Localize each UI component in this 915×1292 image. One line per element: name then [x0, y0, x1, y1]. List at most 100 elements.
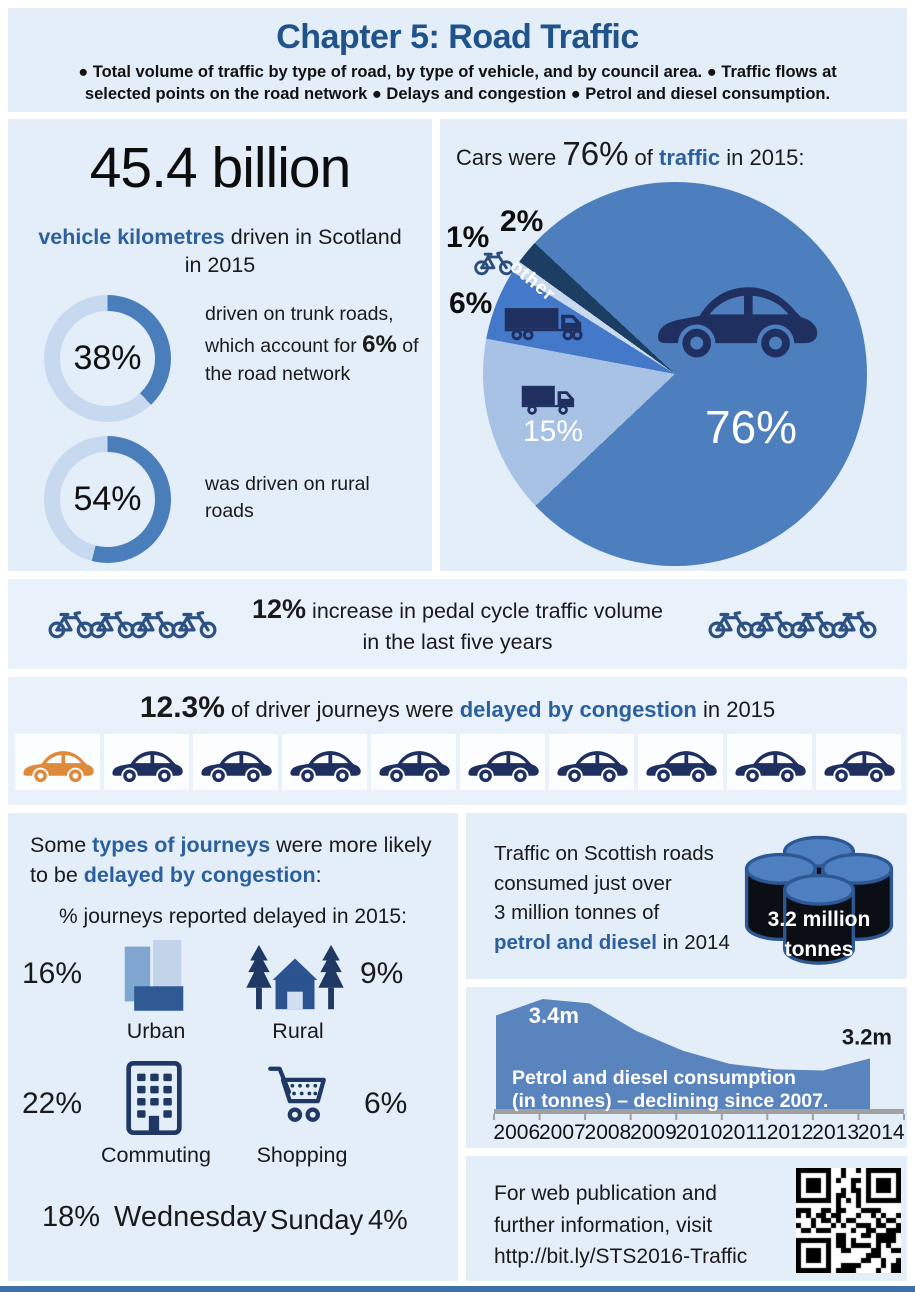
journeys-intro-bold2: delayed by congestion [83, 862, 316, 887]
car-icon [459, 734, 545, 790]
urban-pct: 16% [22, 957, 83, 990]
pie-title-mid: of [628, 145, 659, 170]
rural-house-trees-icon [246, 941, 344, 1017]
journeys-intro-mid: were more likely to be [30, 833, 432, 887]
urban-buildings-icon [120, 937, 188, 1011]
fuel-line3: 3 million tonnes of [494, 901, 660, 925]
traffic-pie-panel: Cars were 76% of traffic in 2015: 2% 1% … [440, 119, 907, 571]
pie-label-other-pct: 2% [500, 205, 544, 238]
bicycle-icon [169, 608, 219, 641]
pie-title: Cars were 76% of traffic in 2015: [456, 135, 805, 173]
congestion-heading: 12.3% of driver journeys were delayed by… [8, 691, 907, 725]
volume-panel: 45.4 billion vehicle kilometres driven i… [8, 119, 432, 571]
shopping-pct: 6% [364, 1087, 408, 1120]
journeys-intro-post: : [315, 862, 322, 887]
page-title: Chapter 5: Road Traffic [276, 18, 639, 56]
pie-label-hgv-pct: 6% [449, 287, 493, 320]
pie-slice-label-other: other [505, 256, 560, 306]
car-icon [548, 734, 634, 790]
oil-barrels-icon [738, 825, 900, 968]
svg-text:3.2m: 3.2m [842, 1024, 892, 1049]
web-url-text: http://bit.ly/STS2016-Traffic [494, 1245, 748, 1268]
header-panel: Chapter 5: Road Traffic ● Total volume o… [8, 8, 907, 112]
urban-label: Urban [126, 1019, 186, 1043]
pie-slice-label-cars: 76% [705, 401, 798, 453]
svg-text:3.4m: 3.4m [529, 1003, 579, 1028]
fuel-panel: Traffic on Scottish roads consumed just … [466, 813, 907, 979]
pie-title-pre: Cars were [456, 145, 563, 170]
rural-donut: 54% [44, 436, 171, 563]
rural-pct: 9% [360, 957, 404, 990]
header-subtitle: ● Total volume of traffic by type of roa… [78, 63, 837, 104]
rural-donut-caption: was driven on rural roads [205, 473, 370, 522]
journeys-intro-pre: Some [30, 833, 93, 857]
journeys-intro-bold1: types of journeys [92, 833, 271, 857]
bikes-right [706, 608, 870, 641]
pie-label-cycles-pct: 1% [446, 221, 490, 254]
commuting-pct: 22% [22, 1087, 83, 1120]
svg-text:Petrol and diesel consumption: Petrol and diesel consumption [512, 1067, 796, 1089]
barrel-label-line1: 3.2 million [767, 908, 871, 931]
trunk-caption-pre: driven on trunk roads, which account for [205, 303, 394, 357]
fuel-line1: Traffic on Scottish roads [494, 842, 714, 865]
fuel-text: Traffic on Scottish roads consumed just … [494, 839, 762, 958]
svg-text:(in tonnes) – declining since: (in tonnes) – declining since 2007. [512, 1090, 828, 1112]
svg-text:2012: 2012 [767, 1121, 814, 1144]
web-link-panel: For web publication and further informat… [466, 1156, 907, 1281]
web-line1: For web publication and [494, 1182, 717, 1205]
vehicle-km-rest: driven in Scotland in 2015 [184, 225, 402, 278]
trunk-caption-bold: 6% [362, 330, 397, 358]
svg-text:2010: 2010 [676, 1121, 723, 1144]
pie-title-pct: 76% [562, 135, 629, 172]
fuel-line2: consumed just over [494, 871, 672, 895]
congestion-post: in 2015 [696, 697, 776, 722]
wednesday-label: Wednesday [114, 1201, 267, 1233]
fuel-chart-panel: 2006 2007 2008 2009 2010 2011 2012 2013 2014 Petr… [466, 987, 907, 1148]
vehicle-km-subline: vehicle kilometres driven in Scotland in… [30, 223, 410, 280]
traffic-pie: 76% other 15% [483, 182, 867, 566]
svg-text:2009: 2009 [630, 1121, 677, 1144]
shopping-cart-icon [266, 1061, 334, 1131]
congestion-bold: delayed by congestion [459, 697, 697, 722]
commuting-label: Commuting [101, 1143, 211, 1167]
van-icon [519, 376, 581, 419]
journeys-subhead: % journeys reported delayed in 2015: [59, 905, 407, 928]
bicycle-icon [829, 608, 879, 641]
svg-text:2011: 2011 [722, 1121, 767, 1144]
shopping-label: Shopping [256, 1143, 348, 1167]
cycle-line1: increase in pedal cycle traffic volume [306, 599, 663, 624]
congestion-pct: 12.3% [139, 691, 225, 724]
car-icon-delayed [14, 734, 100, 790]
car-icon [192, 734, 278, 790]
web-line2: further information, visit [494, 1213, 713, 1237]
car-icon [726, 734, 812, 790]
trunk-donut-hole: 38% [60, 311, 155, 406]
footer-bar [0, 1286, 915, 1292]
trunk-donut-caption: driven on trunk roads, which account for… [205, 301, 423, 388]
fuel-post: in 2014 [656, 931, 730, 955]
car-icon [281, 734, 367, 790]
svg-text:2007: 2007 [539, 1121, 586, 1144]
wednesday-pct: 18% [42, 1201, 101, 1233]
sunday-label: Sunday [270, 1204, 364, 1235]
pedal-cycle-band: 12% increase in pedal cycle traffic volu… [8, 579, 907, 669]
cycle-increase-text: 12% increase in pedal cycle traffic volu… [238, 591, 678, 656]
trunk-caption-post: of the road network [205, 334, 419, 386]
barrel-label: 3.2 million tonnes [738, 905, 900, 966]
pie-title-post: in 2015: [720, 145, 805, 170]
sunday-pct: 4% [368, 1204, 408, 1235]
trunk-donut-value: 38% [73, 339, 142, 377]
lorry-icon [501, 300, 589, 347]
car-icon [815, 734, 901, 790]
trunk-donut: 38% [44, 295, 171, 422]
congestion-band: 12.3% of driver journeys were delayed by… [8, 677, 907, 805]
bikes-left [46, 608, 210, 641]
pie-slice-label-vans: 15% [523, 415, 584, 448]
journey-types-panel: Some types of journeys were more likely … [8, 813, 458, 1281]
fuel-bold: petrol and diesel [494, 931, 657, 955]
web-link-text: For web publication and further informat… [494, 1178, 747, 1273]
rural-label: Rural [272, 1019, 324, 1043]
svg-text:2008: 2008 [585, 1121, 632, 1144]
